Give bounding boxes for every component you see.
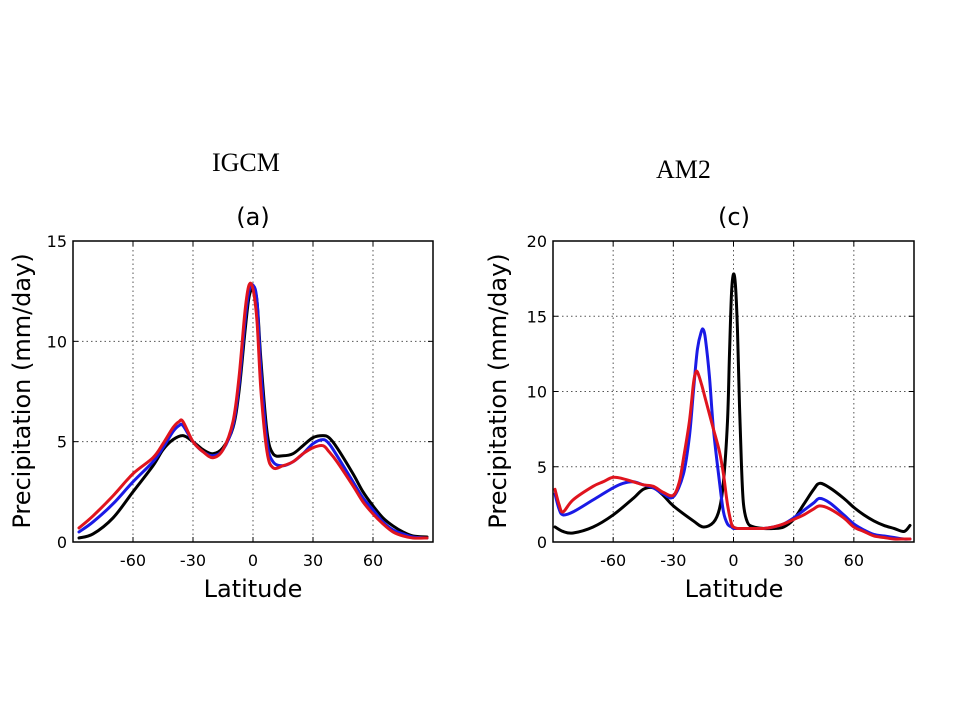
y-tick-label: 15 xyxy=(47,232,67,251)
x-tick-label: 60 xyxy=(844,551,864,570)
y-tick-label: 10 xyxy=(47,332,67,351)
model-label-am2: AM2 xyxy=(656,155,711,184)
series-line-red xyxy=(553,369,912,541)
x-tick-label: 30 xyxy=(303,551,323,570)
series-line-blue xyxy=(77,283,429,540)
x-tick-label: 60 xyxy=(363,551,383,570)
x-tick-label: -60 xyxy=(600,551,626,570)
x-tick-label: -60 xyxy=(120,551,146,570)
chart-title: (a) xyxy=(236,203,269,231)
y-tick-label: 5 xyxy=(57,433,67,452)
chart-panel-2: -60 -30 0 30 60 0 5 10 15 20 (c) Latitude Precipitat… xyxy=(484,203,915,603)
y-tick-label: 0 xyxy=(57,533,67,552)
x-tick-label: 0 xyxy=(728,551,738,570)
y-axis-label: Precipitation (mm/day) xyxy=(484,253,512,528)
chart-title: (c) xyxy=(718,203,750,231)
x-tick-label: -30 xyxy=(660,551,686,570)
y-tick-label: 10 xyxy=(527,383,547,402)
x-tick-label: -30 xyxy=(180,551,206,570)
x-axis-label: Latitude xyxy=(204,575,303,603)
series-line-black xyxy=(77,287,429,540)
y-tick-label: 0 xyxy=(537,533,547,552)
x-axis-label: Latitude xyxy=(685,575,784,603)
series-line-black xyxy=(553,272,912,535)
x-tick-label: 0 xyxy=(248,551,258,570)
y-axis-label: Precipitation (mm/day) xyxy=(8,253,36,528)
series-line-blue xyxy=(553,327,912,541)
x-tick-label: 30 xyxy=(783,551,803,570)
y-tick-label: 20 xyxy=(527,232,547,251)
y-tick-label: 5 xyxy=(537,458,547,477)
chart-panel-1: -60 -30 0 30 60 0 5 10 15 (a) Latitude Precipitatio… xyxy=(8,203,434,603)
y-tick-label: 15 xyxy=(527,307,547,326)
series-line-red xyxy=(77,281,429,540)
model-label-igcm: IGCM xyxy=(212,148,280,177)
